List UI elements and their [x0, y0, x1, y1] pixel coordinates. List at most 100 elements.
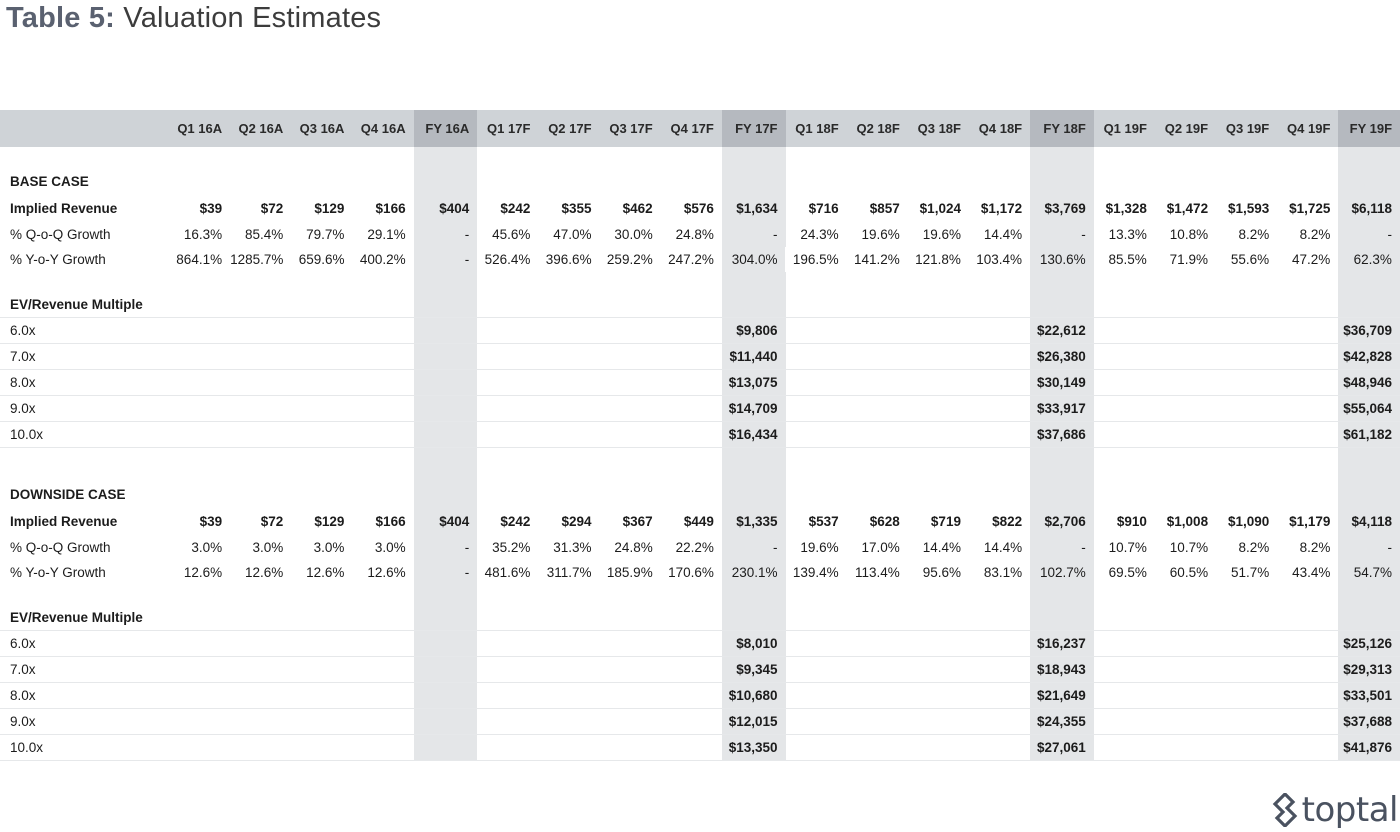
- table-cell: 102.7%: [1030, 560, 1094, 585]
- table-row-base-multiple: 6.0x $9,806 $22,612 $36,709: [0, 318, 1400, 344]
- row-label: EV/Revenue Multiple: [10, 610, 143, 625]
- table-cell: $33,917: [1030, 396, 1094, 421]
- header-cell: Q1 16A: [177, 121, 223, 136]
- table-cell: $1,328: [1105, 201, 1147, 216]
- table-cell: $166: [375, 201, 406, 216]
- table-cell: $29,313: [1338, 657, 1400, 682]
- table-cell: $33,501: [1338, 683, 1400, 708]
- table-cell: 30.0%: [614, 227, 653, 242]
- table-cell: $18,943: [1030, 657, 1094, 682]
- table-cell: 24.8%: [675, 227, 714, 242]
- table-row-downside-multiple: 9.0x $12,015 $24,355 $37,688: [0, 709, 1400, 735]
- table-cell: 103.4%: [976, 252, 1023, 267]
- header-cell: Q3 16A: [299, 121, 345, 136]
- table-cell: $910: [1116, 514, 1147, 529]
- table-cell: $294: [561, 514, 592, 529]
- table-cell: 51.7%: [1230, 565, 1270, 580]
- table-cell: 54.7%: [1338, 560, 1400, 585]
- table-cell: $9,806: [721, 318, 786, 343]
- row-label: EV/Revenue Multiple: [10, 297, 143, 312]
- header-cell: Q2 17F: [548, 121, 592, 136]
- table-cell: 10.8%: [1169, 227, 1209, 242]
- table-cell: 19.6%: [922, 227, 961, 242]
- table-cell: $16,434: [721, 422, 786, 447]
- table-cell: $37,686: [1030, 422, 1094, 447]
- table-cell: $404: [413, 508, 478, 535]
- section-label: DOWNSIDE CASE: [10, 486, 126, 502]
- row-label: 9.0x: [10, 401, 36, 416]
- table-cell: 196.5%: [792, 252, 839, 267]
- table-cell: 35.2%: [492, 540, 531, 555]
- header-cell: Q2 16A: [238, 121, 284, 136]
- table-cell: $1,024: [919, 201, 961, 216]
- table-cell: $8,010: [721, 631, 786, 656]
- table-cell: 121.8%: [915, 252, 961, 267]
- header-cell: Q4 19F: [1287, 121, 1331, 136]
- table-cell: $719: [930, 514, 961, 529]
- row-label: 10.0x: [10, 740, 44, 755]
- table-cell: 10.7%: [1169, 540, 1209, 555]
- table-cell: 259.2%: [606, 252, 653, 267]
- table-cell: $11,440: [721, 344, 786, 369]
- table-cell: 95.6%: [922, 565, 961, 580]
- table-cell: $16,237: [1030, 631, 1094, 656]
- table-cell: 8.2%: [1238, 540, 1270, 555]
- table-cell: 45.6%: [492, 227, 531, 242]
- table-cell: 85.5%: [1108, 252, 1147, 267]
- header-cell-fy: FY 16A: [413, 110, 478, 147]
- title-prefix: Table 5:: [6, 2, 116, 34]
- table-cell: 85.4%: [245, 227, 284, 242]
- table-cell: 29.1%: [367, 227, 406, 242]
- table-cell: $166: [375, 514, 406, 529]
- header-cell: Q2 18F: [856, 121, 900, 136]
- logo-text: toptal: [1301, 790, 1399, 830]
- table-cell: $27,061: [1030, 735, 1094, 760]
- table-cell: $24,355: [1030, 709, 1094, 734]
- table-cell: $21,649: [1030, 683, 1094, 708]
- table-cell: 311.7%: [546, 565, 592, 580]
- table-cell: $242: [500, 514, 531, 529]
- table-row-downside-revenue: Implied Revenue $39 $72 $129 $166 $404 $…: [0, 508, 1400, 535]
- table-cell: -: [721, 535, 786, 560]
- table-cell: -: [413, 247, 478, 272]
- table-cell: 12.6%: [245, 565, 284, 580]
- table-row-downside-yoy: % Y-o-Y Growth 12.6% 12.6% 12.6% 12.6% -…: [0, 560, 1400, 585]
- table-cell: 185.9%: [606, 565, 653, 580]
- table-cell: 396.6%: [545, 252, 592, 267]
- table-cell: $1,472: [1166, 201, 1209, 216]
- spacer-row: [0, 448, 1400, 480]
- table-row-base-multiple: 10.0x $16,434 $37,686 $61,182: [0, 422, 1400, 448]
- table-cell: $6,118: [1338, 195, 1400, 222]
- table-cell: $1,725: [1289, 201, 1331, 216]
- table-cell: -: [721, 222, 786, 247]
- table-row-downside-qoq: % Q-o-Q Growth 3.0% 3.0% 3.0% 3.0% - 35.…: [0, 535, 1400, 560]
- section-row-downside: DOWNSIDE CASE: [0, 480, 1400, 508]
- table-cell: $1,634: [721, 195, 786, 222]
- table-cell: -: [1030, 535, 1094, 560]
- valuation-table: Q1 16A Q2 16A Q3 16A Q4 16A FY 16A Q1 17…: [0, 110, 1400, 761]
- table-cell: $13,350: [721, 735, 786, 760]
- section-label: BASE CASE: [10, 173, 89, 189]
- table-row-downside-multiple: 7.0x $9,345 $18,943 $29,313: [0, 657, 1400, 683]
- table-cell: 141.2%: [853, 252, 900, 267]
- table-row-base-multiple: 9.0x $14,709 $33,917 $55,064: [0, 396, 1400, 422]
- table-cell: 400.2%: [359, 252, 406, 267]
- row-label: 8.0x: [10, 375, 36, 390]
- table-cell: $2,706: [1030, 508, 1094, 535]
- table-cell: 12.6%: [183, 565, 223, 580]
- row-label: 6.0x: [10, 323, 36, 338]
- table-cell: $30,149: [1030, 370, 1094, 395]
- table-cell: $39: [199, 201, 223, 216]
- table-cell: 19.6%: [800, 540, 839, 555]
- table-cell: 8.2%: [1299, 540, 1331, 555]
- table-row-downside-multiple: 10.0x $13,350 $27,061 $41,876: [0, 735, 1400, 761]
- table-cell: -: [413, 535, 478, 560]
- table-cell: 113.4%: [855, 565, 900, 580]
- table-cell: $37,688: [1338, 709, 1400, 734]
- table-cell: 247.2%: [668, 252, 714, 267]
- table-cell: -: [413, 222, 478, 247]
- header-cell: Q2 19F: [1164, 121, 1209, 136]
- table-cell: 230.1%: [721, 560, 786, 585]
- header-cell: Q4 18F: [978, 121, 1023, 136]
- header-cell-fy: FY 18F: [1030, 110, 1094, 147]
